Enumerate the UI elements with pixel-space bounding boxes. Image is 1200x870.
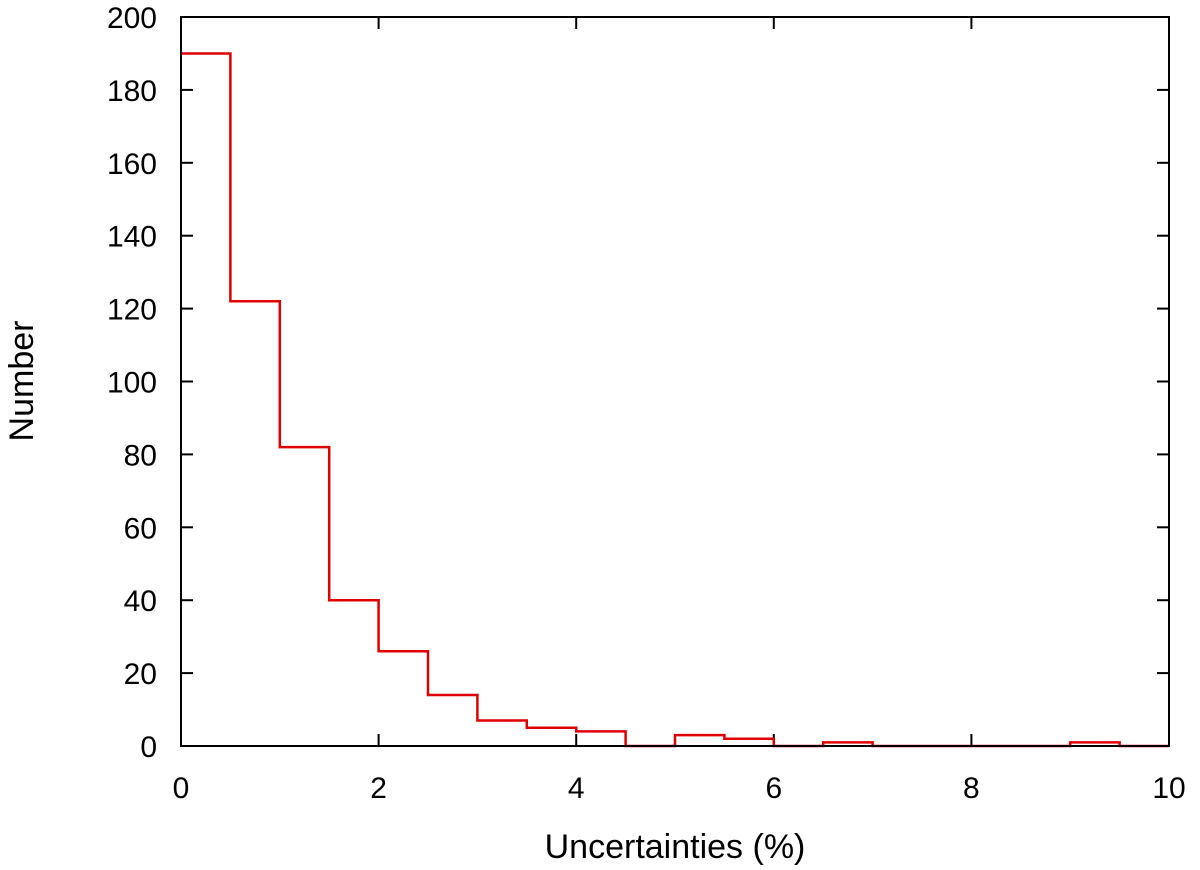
y-axis-label: Number [3,321,41,442]
x-tick-label: 10 [1152,772,1185,805]
y-tick-label: 120 [107,294,157,327]
histogram-bin [428,695,477,746]
y-tick-label: 100 [107,367,157,400]
y-tick-label: 0 [140,731,157,764]
x-tick-label: 2 [370,772,387,805]
histogram-bin [329,600,378,746]
histogram-bin [181,53,230,746]
x-tick-label: 0 [173,772,190,805]
y-tick-label: 40 [124,585,157,618]
tick-labels: 0 20 40 60 80 100 120 140 160 180 200 0 2 4 6 8 10 [107,2,1186,805]
plot-frame [180,16,1170,747]
histogram-bin [379,651,428,746]
histogram-bin [576,731,625,746]
y-tick-label: 160 [107,148,157,181]
histogram-bin [477,720,526,746]
histogram-bin [675,735,724,746]
y-tick-label: 80 [124,439,157,472]
histogram-series [181,52,1169,748]
x-tick-label: 8 [963,772,980,805]
x-tick-label: 6 [765,772,782,805]
y-tick-label: 140 [107,221,157,254]
histogram-bin [230,301,279,746]
histogram-bin [527,728,576,746]
y-tick-label: 180 [107,75,157,108]
histogram-bin [724,739,773,746]
histogram-bin [280,447,329,746]
y-tick-label: 20 [124,658,157,691]
y-tick-label: 60 [124,512,157,545]
x-axis-label: Uncertainties (%) [545,828,806,866]
y-tick-label: 200 [107,2,157,35]
x-tick-label: 4 [568,772,585,805]
